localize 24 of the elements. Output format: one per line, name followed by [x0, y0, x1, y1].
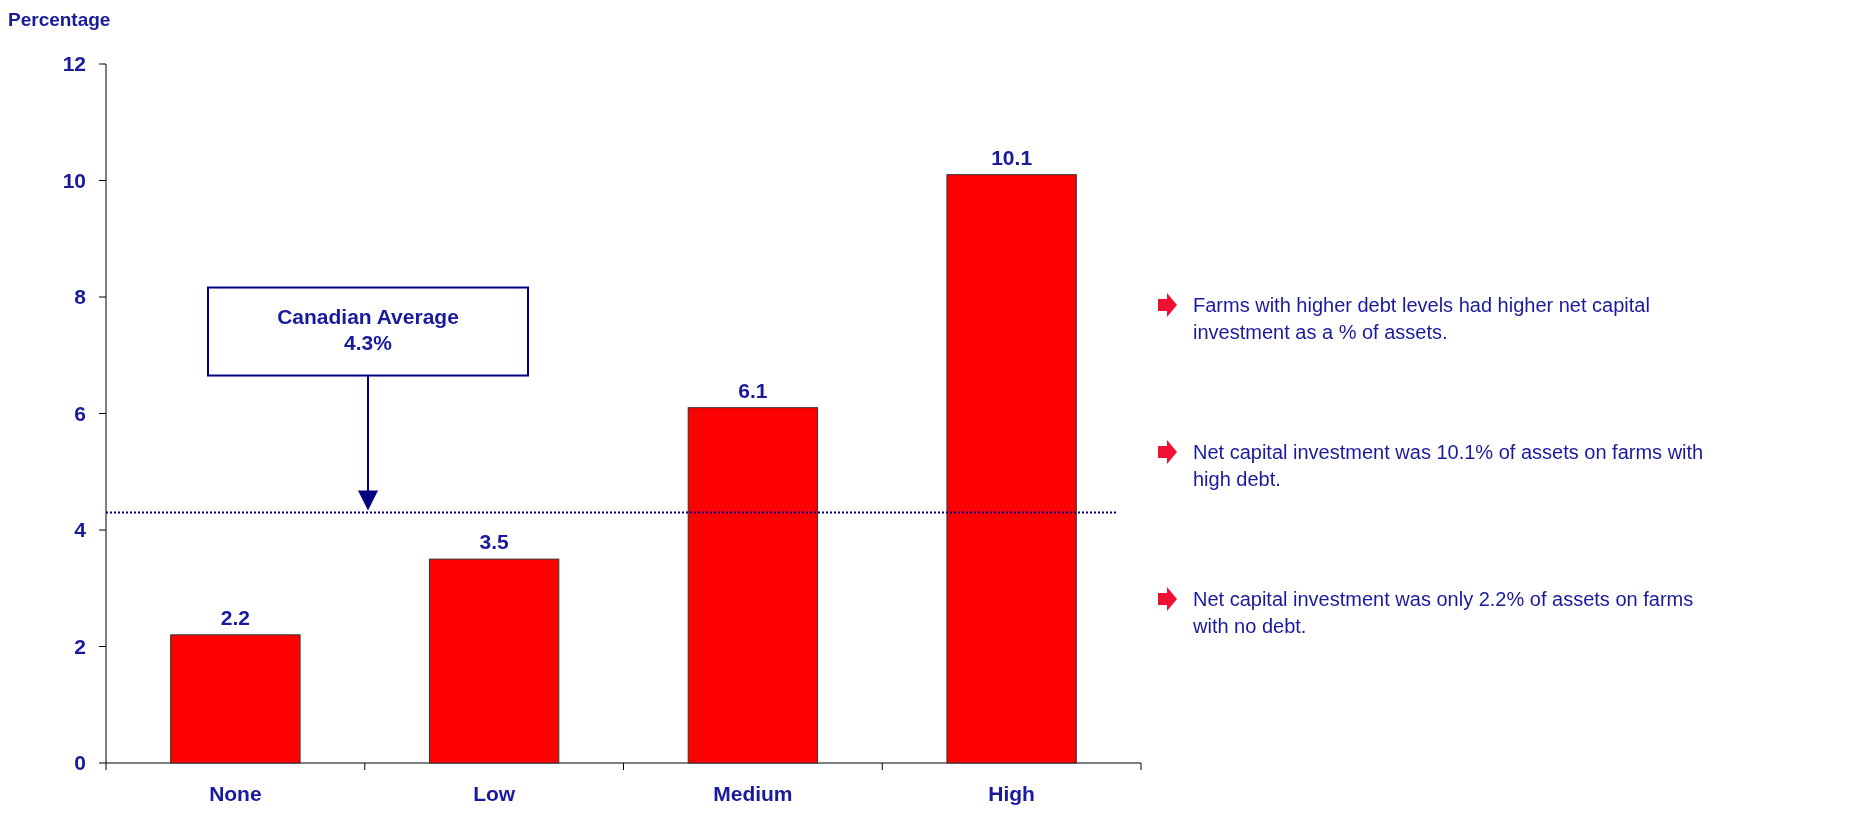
text: Net capital investment was 10.1% of assets on farms with high debt.: [1193, 441, 1704, 490]
bar: [687, 407, 819, 764]
data-label: 10.1: [991, 145, 1033, 169]
bar: [170, 634, 301, 764]
text: Farms with higher debt levels had higher net capital investment as a % of assets.: [1193, 294, 1650, 343]
data-label: 3.5: [479, 530, 510, 554]
bar: [946, 174, 1077, 764]
x-tick-label: High: [988, 782, 1035, 805]
y-axis-title: Percentage: [8, 9, 111, 30]
x-tick-label: None: [209, 782, 262, 805]
data-label: 2.2: [220, 605, 250, 629]
bar: [428, 558, 560, 764]
ref-line-label: Canadian Average 4.3%: [277, 304, 459, 354]
y-tick-label: 2: [74, 634, 86, 658]
x-tick-label: Low: [473, 782, 516, 805]
y-tick-label: 8: [74, 285, 87, 309]
y-tick-label: 12: [62, 52, 86, 76]
x-tick-label: Medium: [713, 782, 793, 805]
y-tick-label: 4: [74, 518, 87, 542]
y-tick-label: 0: [74, 751, 86, 775]
text: Net capital investment was only 2.2% of assets on farms with no debt.: [1192, 588, 1694, 637]
data-label: 6.1: [738, 378, 768, 402]
y-tick-label: 6: [74, 401, 86, 425]
y-tick-label: 10: [62, 168, 86, 192]
